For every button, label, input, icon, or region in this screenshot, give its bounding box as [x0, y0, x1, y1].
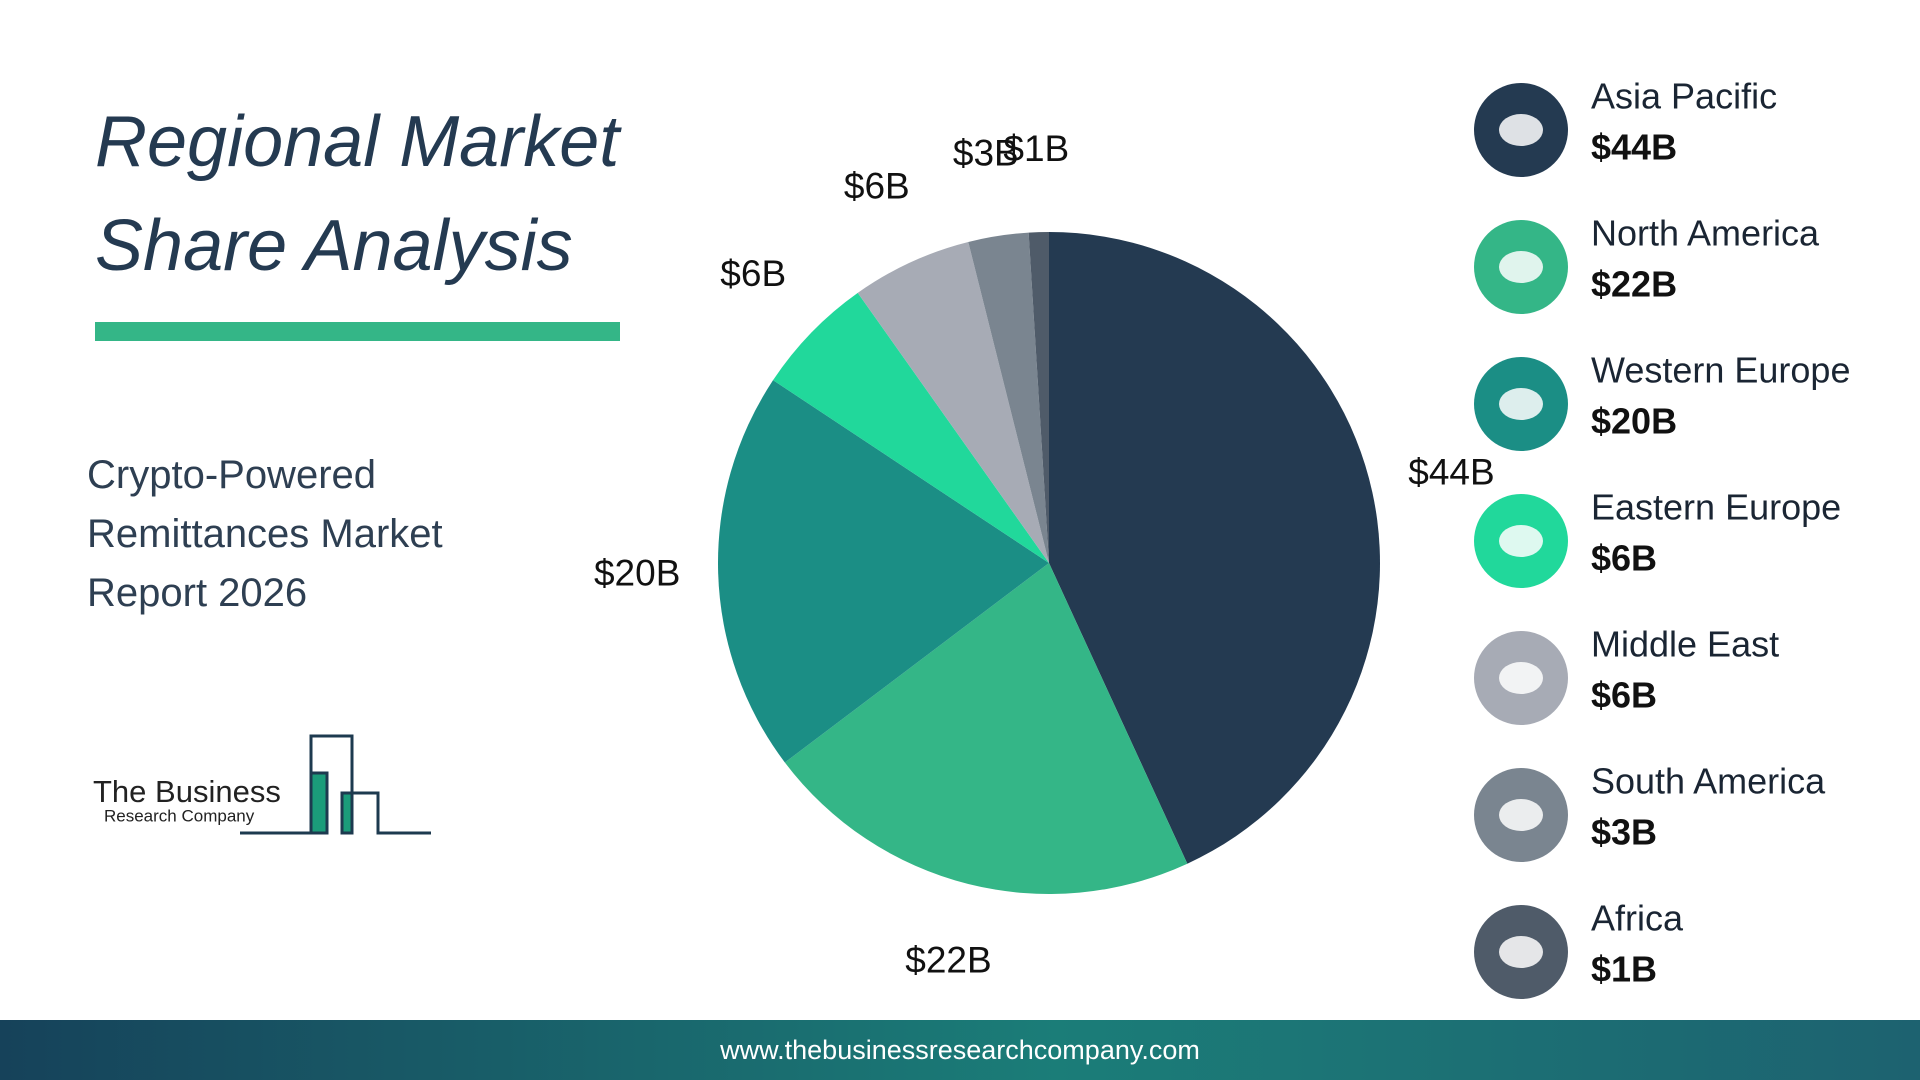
legend-label: Asia Pacific	[1591, 76, 1777, 117]
legend-icon	[1499, 799, 1543, 831]
logo: The Business Research Company	[93, 734, 431, 835]
legend-value: $44B	[1591, 127, 1677, 168]
pie-slice	[1028, 232, 1049, 563]
pie-slice	[717, 380, 1049, 763]
title: Regional Market Share Analysis	[95, 102, 620, 286]
logo-text: Research Company	[104, 806, 255, 825]
legend-icon	[1499, 525, 1543, 557]
legend-icon	[1499, 662, 1543, 694]
title-underline	[95, 322, 620, 341]
legend-label: South America	[1591, 761, 1826, 802]
pie-slice	[968, 232, 1049, 563]
legend-value: $6B	[1591, 538, 1657, 579]
legend-icon	[1499, 936, 1543, 968]
legend-label: Middle East	[1591, 624, 1779, 665]
legend-label: Eastern Europe	[1591, 487, 1841, 528]
data-label: $1B	[1003, 128, 1069, 169]
legend-icon	[1499, 251, 1543, 283]
data-label: $6B	[720, 253, 786, 294]
data-label: $44B	[1408, 452, 1494, 493]
chart: The Business Research Company $44B $22B $2…	[93, 76, 1850, 999]
legend-value: $1B	[1591, 949, 1657, 990]
pie-slice	[857, 241, 1049, 564]
legend-value: $20B	[1591, 401, 1677, 442]
legend-value: $22B	[1591, 264, 1677, 305]
pie-slice	[784, 563, 1188, 894]
legend-label: Africa	[1591, 898, 1684, 939]
data-label: $20B	[594, 552, 680, 593]
legend-value: $6B	[1591, 675, 1657, 716]
legend-icon	[1499, 388, 1543, 420]
legend-icon	[1499, 114, 1543, 146]
pie-slice	[773, 292, 1049, 563]
logo-shape	[309, 771, 329, 835]
data-label: $22B	[905, 939, 991, 980]
legend-label: North America	[1591, 213, 1820, 254]
data-label: $6B	[844, 165, 910, 206]
legend-label: Western Europe	[1591, 350, 1850, 391]
footer-url: www.thebusinessresearchcompany.com	[720, 1035, 1200, 1065]
subtitle: Crypto-Powered Remittances Market Report…	[87, 453, 443, 615]
pie-slice	[1049, 232, 1381, 864]
data-label: $3B	[953, 133, 1019, 174]
logo-text: The Business	[93, 774, 281, 809]
footer: www.thebusinessresearchcompany.com	[0, 1020, 1920, 1080]
legend-value: $3B	[1591, 812, 1657, 853]
logo-shape	[340, 791, 354, 835]
